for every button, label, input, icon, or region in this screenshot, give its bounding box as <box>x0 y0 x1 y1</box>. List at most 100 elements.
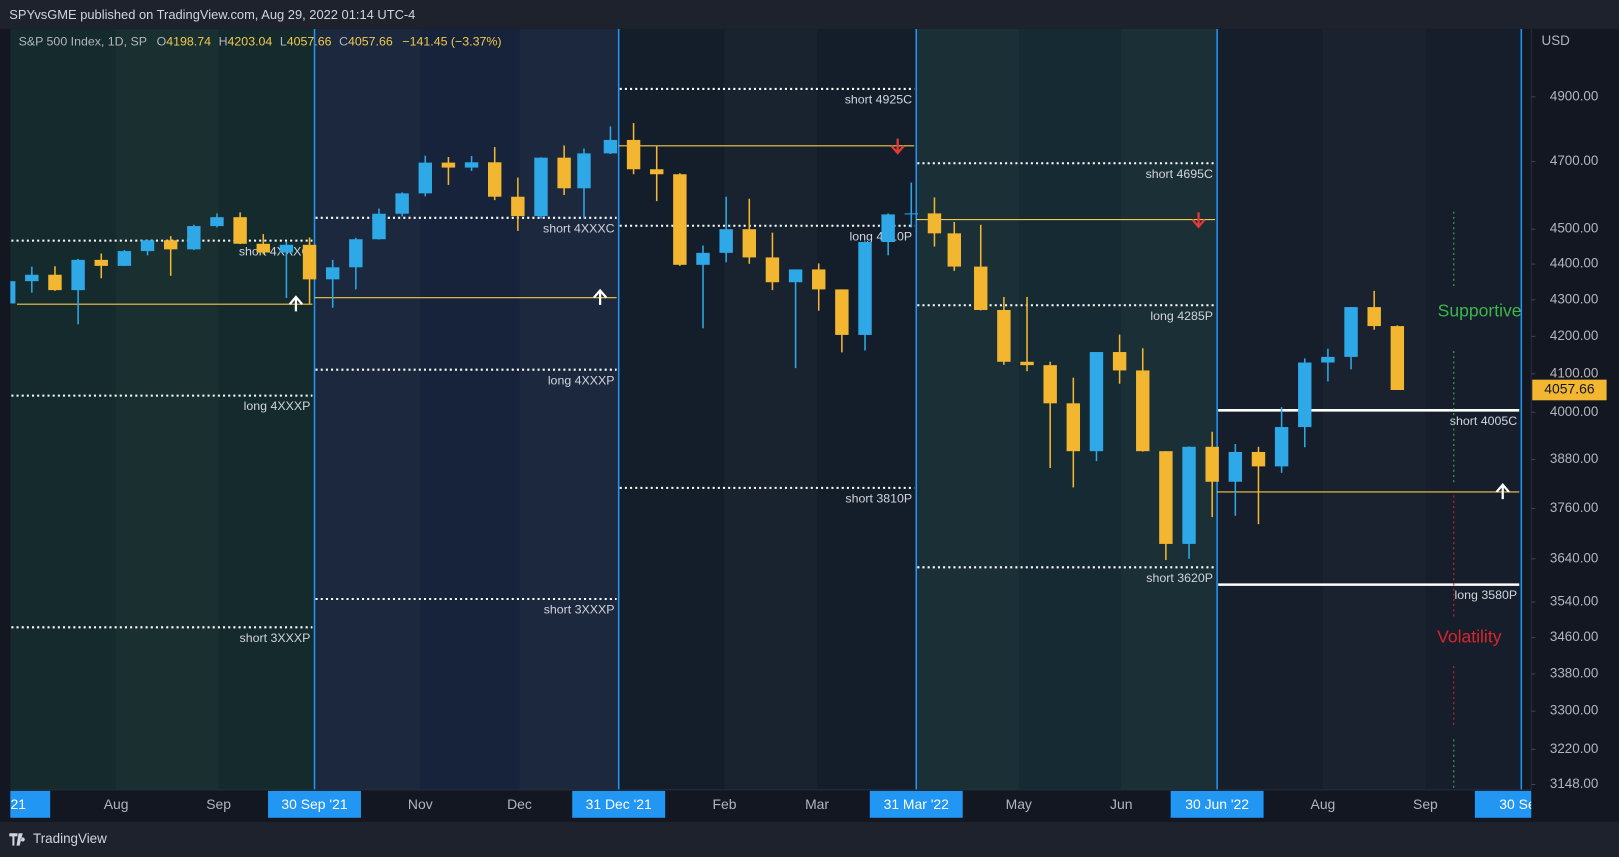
candle-body <box>349 239 363 268</box>
candle-body <box>441 162 456 168</box>
strike-label: short 4925C <box>845 93 912 107</box>
month-band <box>1121 29 1217 790</box>
x-tick-highlight <box>1170 790 1264 818</box>
strike-label: long 3580P <box>1455 588 1518 602</box>
strike-label: short 3XXXP <box>240 631 311 645</box>
candle-body <box>1298 362 1312 428</box>
strike-label: long 4510P <box>850 229 913 243</box>
month-band <box>116 29 218 790</box>
brand-logo <box>9 833 25 846</box>
candle-body <box>1367 307 1381 327</box>
candle-body <box>511 196 525 217</box>
x-tick-label: 30 Sep '21 <box>281 796 347 812</box>
candle-body <box>534 157 548 217</box>
candle-body <box>858 242 872 335</box>
candle-body <box>1251 451 1266 467</box>
brand: TradingView <box>33 831 107 846</box>
candle-body <box>974 266 988 310</box>
candle-body <box>1344 307 1358 357</box>
candle-body <box>1089 352 1104 452</box>
open-label: O <box>157 35 167 49</box>
y-tick-label: 3300.00 <box>1550 703 1598 718</box>
y-tick-label: 3380.00 <box>1550 665 1598 680</box>
candle-body <box>117 251 132 266</box>
candle-body <box>395 193 409 214</box>
candle-body <box>1159 451 1173 544</box>
plot-area: short 4XXXC long 4XXXP short 3XXXP short 4X… <box>10 28 1532 790</box>
candle-body <box>603 139 618 154</box>
candle-body <box>1066 403 1081 452</box>
low-value: 4057.66 <box>287 35 332 49</box>
candle-body <box>742 229 757 258</box>
y-tick-label: 3460.00 <box>1550 629 1598 644</box>
candle-body <box>372 213 386 240</box>
x-tick-label: Jun <box>1110 796 1132 812</box>
quarter-background <box>10 28 315 790</box>
strike-label: short 3810P <box>845 491 912 505</box>
candle-body <box>788 269 803 283</box>
entry-arrow <box>890 138 905 155</box>
candle-body <box>719 229 733 253</box>
y-tick-label: 3540.00 <box>1550 594 1598 609</box>
candle-body <box>48 274 62 291</box>
top-bar <box>0 0 1619 29</box>
y-tick-label: 3148.00 <box>1550 776 1598 791</box>
quarter-background <box>618 28 917 790</box>
candle-body <box>256 243 270 253</box>
x-tick-label: Sep <box>206 796 231 812</box>
entry-arrow <box>1495 482 1510 500</box>
x-axis: Jun '21 Aug Sep 30 Sep '21 Nov Dec 31 Dec '21 F… <box>0 790 1532 818</box>
candle-body <box>696 252 710 265</box>
logo-mark <box>9 833 25 846</box>
x-tick-highlight <box>10 790 51 818</box>
y-tick-label: 4000.00 <box>1550 404 1598 419</box>
x-tick-label: 31 Dec '21 <box>586 796 652 812</box>
y-tick-label: 4400.00 <box>1550 256 1598 271</box>
last-price-tag <box>1532 379 1607 401</box>
y-tick-label: 3220.00 <box>1550 741 1598 756</box>
candle-body <box>1274 427 1289 467</box>
strike-label: short 3620P <box>1146 571 1213 585</box>
candle-body <box>1112 352 1127 371</box>
candle-body <box>577 153 591 189</box>
change: −141.45 (−3.37%) <box>402 35 501 49</box>
entry-arrow <box>1191 212 1206 229</box>
month-band <box>916 29 1018 790</box>
last-price-label: 4057.66 <box>1544 381 1595 397</box>
candle-body <box>25 274 39 282</box>
candle-body <box>904 213 919 215</box>
high-value: 4203.04 <box>228 35 273 49</box>
candle-body <box>835 289 849 335</box>
month-band <box>315 29 421 790</box>
x-tick-label: Sep <box>1413 796 1438 812</box>
candle-body <box>1182 446 1196 544</box>
x-tick-label: Jun '21 <box>0 796 26 812</box>
candle-body <box>325 267 340 280</box>
y-tick-label: 3640.00 <box>1550 550 1598 565</box>
strike-label: short 4XXXC <box>239 244 311 258</box>
y-tick-label: 4200.00 <box>1550 328 1598 343</box>
ohlc-legend: S&P 500 Index, 1D, SP O4198.74 H4203.04 … <box>19 35 502 49</box>
close-label: C <box>339 35 348 49</box>
high-label: H <box>219 35 228 49</box>
candle-body <box>279 244 294 253</box>
candle-body <box>812 269 826 290</box>
y-tick-label: 3760.00 <box>1550 500 1598 515</box>
candle-body <box>1321 356 1335 363</box>
candle-body <box>927 213 942 234</box>
candle-body <box>1390 326 1405 390</box>
quarter-background <box>1521 28 1532 790</box>
symbol: S&P 500 Index, 1D, SP <box>19 35 147 49</box>
month-band <box>724 29 817 790</box>
strike-label: long 4XXXP <box>548 373 615 387</box>
quarter-background <box>314 28 619 790</box>
overlay: S&P 500 Index, 1D, SP O4198.74 H4203.04 … <box>9 33 1570 846</box>
entry-arrow <box>593 288 608 305</box>
x-tick-highlight <box>1474 790 1532 818</box>
candle-body <box>163 240 178 250</box>
x-tick-label: 31 Mar '22 <box>884 796 950 812</box>
y-tick-label: 4500.00 <box>1550 221 1598 236</box>
x-tick-label: Nov <box>408 796 433 812</box>
